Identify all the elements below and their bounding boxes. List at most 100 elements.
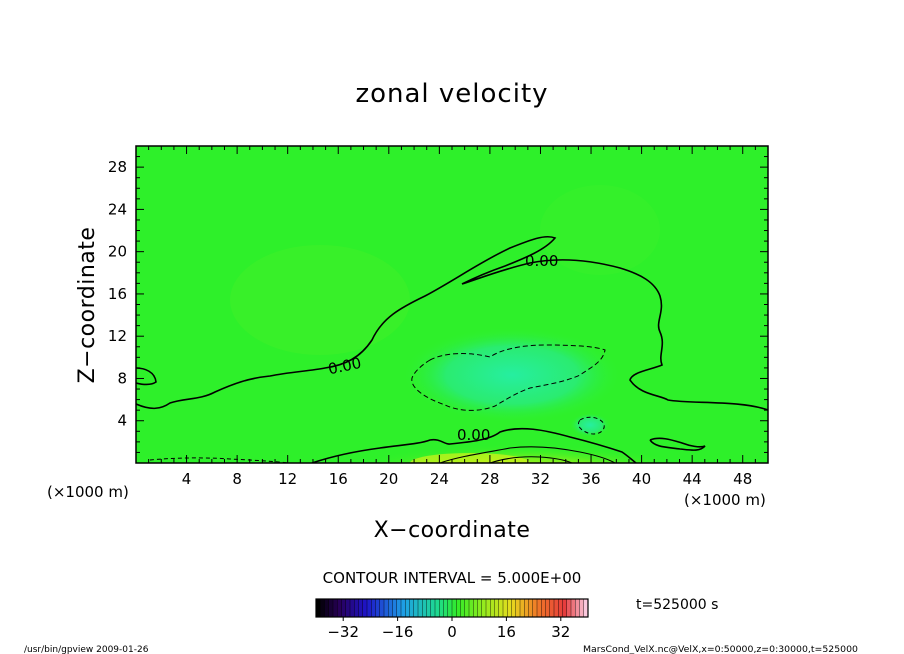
colorbar-cell [515,599,521,617]
colorbar-cell [456,599,461,617]
colorbar-cell [375,599,381,617]
colorbar-cell [507,599,512,617]
contour-zero-bottom [311,427,637,463]
field-slight-positive [230,245,410,355]
colorbar-tick-label: −16 [382,623,414,641]
colorbar-cell [583,599,589,617]
y-tick-label: 8 [117,369,127,387]
y-tick-label: 20 [108,243,127,261]
contour-interval: CONTOUR INTERVAL = 5.000E+00 [323,569,582,587]
colorbar-tick-label: 0 [447,623,457,641]
colorbar-cell [469,599,474,617]
contour-label: 0.00 [457,426,490,444]
x-tick-label: 36 [581,470,600,488]
colorbar-cell [443,599,449,617]
colorbar-cell [528,599,534,617]
colorbar-cell [384,599,389,617]
x-tick-label: 32 [531,470,550,488]
x-tick-label: 40 [632,470,651,488]
colorbar-cell [477,599,483,617]
x-tick-label: 16 [329,470,348,488]
colorbar-cell [341,599,347,617]
x-axis: 4 8 12 16 20 24 28 32 36 40 44 48 [148,146,756,488]
colorbar-cell [362,599,368,617]
colorbar-cell [524,599,529,617]
colorbar-cell [481,599,487,617]
x-tick-label: 4 [182,470,192,488]
contour-negative-small [577,416,605,435]
colorbar-cell [490,599,495,617]
x-tick-label: 8 [232,470,242,488]
colorbar-cell [545,599,551,617]
colorbar-cell [562,599,568,617]
colorbar-cell [435,599,440,617]
colorbar-cell [575,599,580,617]
x-tick-label: 44 [683,470,702,488]
colorbar-tick-label: 32 [551,623,570,641]
x-tick-label: 24 [430,470,449,488]
colorbar-cell [503,599,508,617]
colorbar-tick-label: −32 [327,623,359,641]
contour-label: 0.00 [525,252,558,270]
footer-right: MarsCond_VelX.nc@VelX,x=0:50000,z=0:3000… [583,645,858,654]
colorbar-cell [447,599,453,617]
y-tick-label: 12 [108,327,127,345]
colorbar-cell [566,599,572,617]
colorbar-tick-label: 16 [497,623,516,641]
y-tick-label: 16 [108,285,127,303]
colorbar [315,599,589,617]
colorbar-cell [320,599,325,617]
heatmap-field [136,185,768,463]
colorbar-cell [379,599,385,617]
colorbar-cell [549,599,555,617]
plot-area: 0.00 0.00 0.00 [135,145,769,464]
x-tick-label: 12 [278,470,297,488]
colorbar-cell [328,599,334,617]
colorbar-cell [337,599,342,617]
colorbar-cell [392,599,398,617]
y-tick-label: 4 [117,412,127,430]
colorbar-cell [367,599,372,617]
colorbar-cell [418,599,423,617]
footer-left: /usr/bin/gpview 2009-01-26 [24,645,149,654]
contour-negative-bottom-left [149,457,291,463]
colorbar-cell [532,599,538,617]
contour-positive-inner [439,446,616,463]
x-axis-label: X−coordinate [374,518,531,543]
colorbar-cell [537,599,542,617]
colorbar-cell [413,599,419,617]
field-slight-positive-2 [540,185,660,275]
x-tick-label: 28 [480,470,499,488]
colorbar-cell [541,599,546,617]
colorbar-cell [333,599,338,617]
contour-zero-main [136,235,768,411]
colorbar-cell [460,599,466,617]
colorbar-cell [426,599,432,617]
x-tick-label: 20 [379,470,398,488]
colorbar-cell [350,599,355,617]
x-axis-unit-right: (×1000 m) [684,491,766,509]
colorbar-cell [409,599,415,617]
y-tick-label: 24 [108,200,127,218]
colorbar-cell [316,599,321,617]
colorbar-cell [554,599,559,617]
colorbar-cell [405,599,410,617]
x-tick-label: 48 [733,470,752,488]
colorbar-cell [388,599,393,617]
colorbar-cell [371,599,376,617]
colorbar-cell [511,599,517,617]
contour-zero-left-loop [136,367,157,386]
field-negative-small [570,413,610,437]
colorbar-cell [494,599,500,617]
colorbar-cell [520,599,525,617]
colorbar-ticks: −32 −16 0 16 32 [327,617,570,641]
colorbar-cell [430,599,436,617]
colorbar-cell [396,599,402,617]
colorbar-cell [358,599,364,617]
colorbar-cell [486,599,491,617]
colorbar-cell [439,599,444,617]
colorbar-cell [324,599,330,617]
colorbar-cell [498,599,504,617]
colorbar-cell [422,599,427,617]
